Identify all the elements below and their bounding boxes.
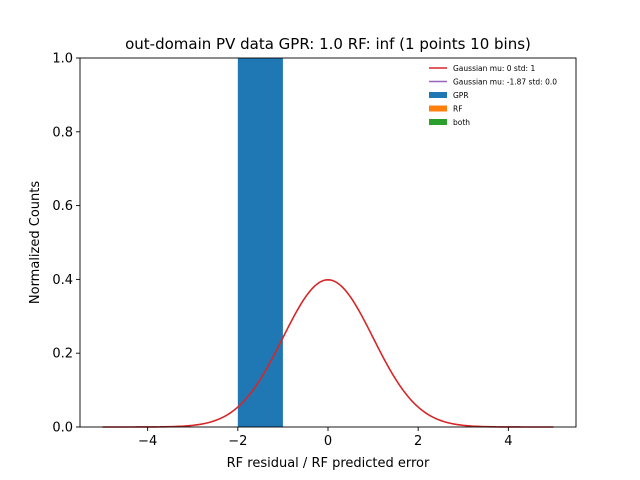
gaussian-curve-0 [102,278,554,428]
legend-patch-swatch [429,92,447,98]
y-tick-label: 1.0 [52,52,73,67]
legend-patch-swatch [429,119,447,125]
x-axis-label: RF residual / RF predicted error [227,456,430,471]
legend-entry-label: Gaussian mu: -1.87 std: 0.0 [453,77,557,86]
bar-gpr-0 [237,58,283,427]
legend-entry-label: RF [453,104,463,113]
x-tick-label: −2 [228,434,247,449]
plot-area [102,58,554,428]
legend-entry-label: Gaussian mu: 0 std: 1 [453,64,535,73]
axes: −4 −2 0 2 4 0.0 0.2 0.4 0.6 0.8 1.0 [52,52,577,449]
legend: Gaussian mu: 0 std: 1 Gaussian mu: -1.87 … [429,64,557,127]
y-tick-label: 0.2 [52,347,73,362]
legend-entry-label: both [453,118,470,127]
x-tick-label: 0 [324,434,332,449]
y-tick-label: 0.4 [52,273,73,288]
y-tick-label: 0.8 [52,125,73,140]
legend-patch-swatch [429,105,447,112]
x-tick-label: 2 [414,434,422,449]
y-tick-label: 0.6 [52,199,73,214]
chart-title: out-domain PV data GPR: 1.0 RF: inf (1 p… [125,35,531,53]
legend-entry-label: GPR [453,91,469,100]
x-tick-label: −4 [138,434,157,449]
y-tick-label: 0.0 [52,421,73,436]
x-tick-label: 4 [504,434,512,449]
y-axis-label: Normalized Counts [28,181,43,304]
